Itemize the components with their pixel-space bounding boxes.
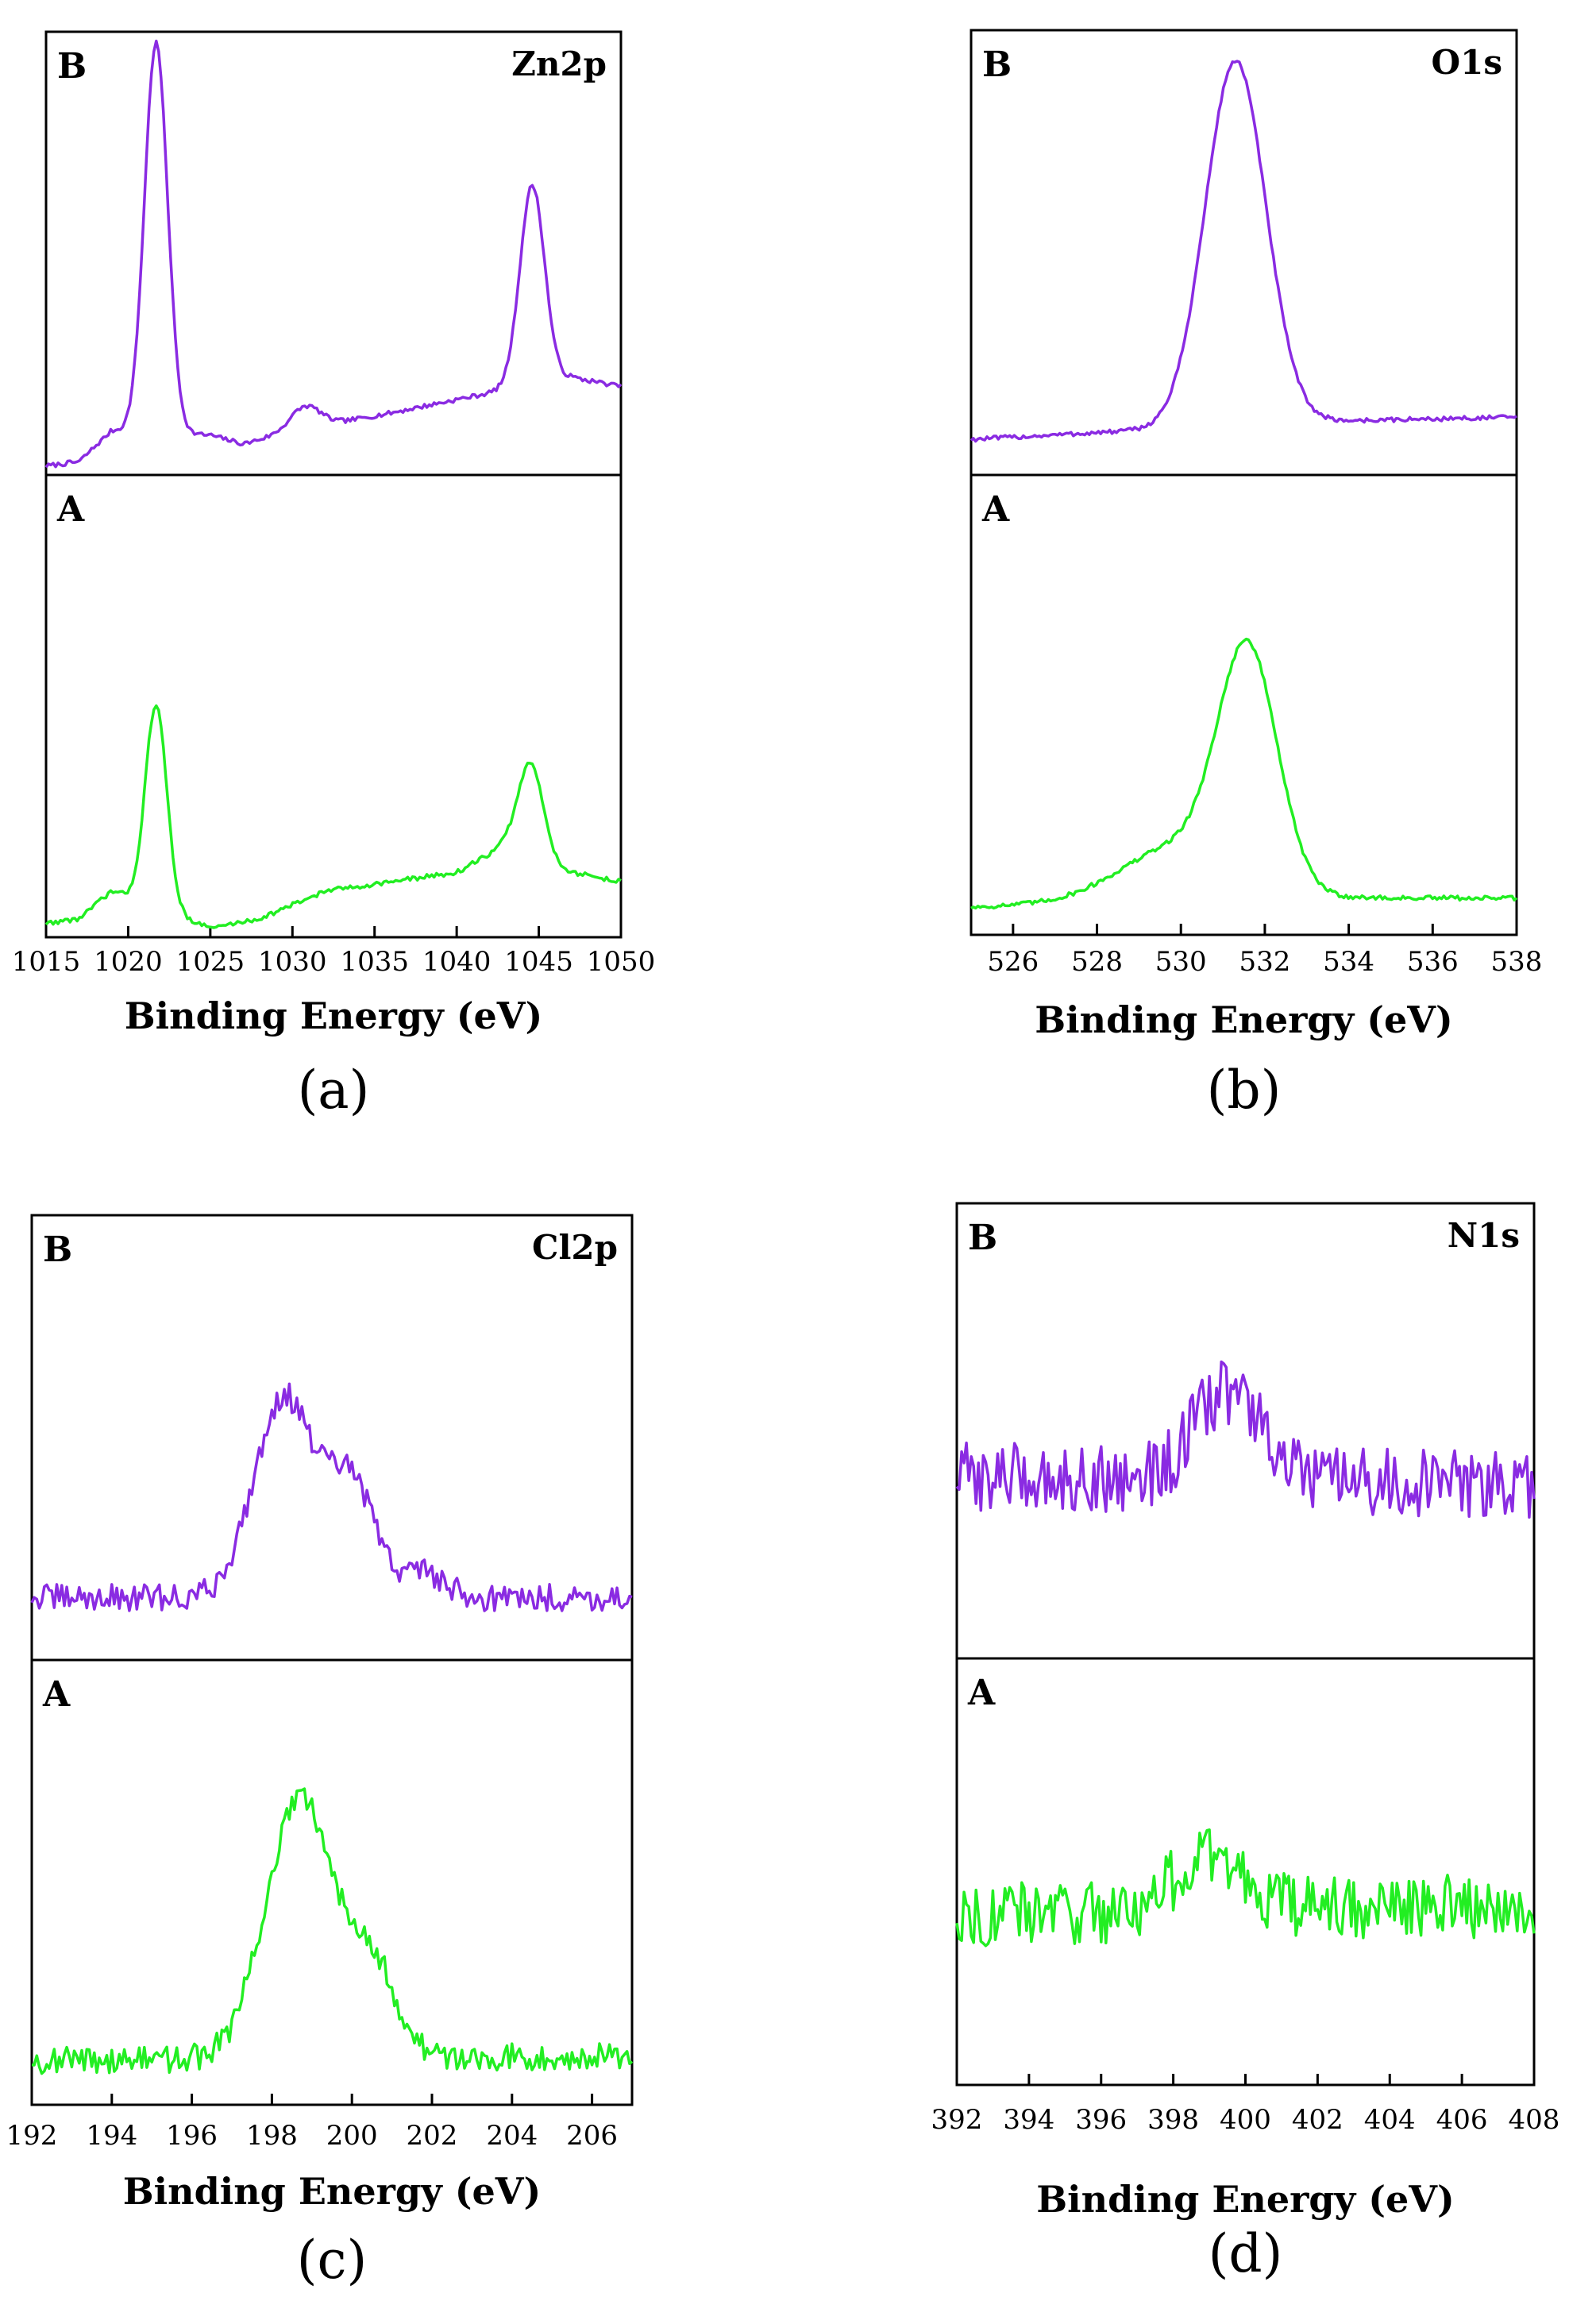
series-A-line (970, 637, 1518, 910)
x-tick-label: 534 (1323, 946, 1374, 978)
element-label: N1s (1448, 1216, 1520, 1255)
series-label-B: B (982, 44, 1012, 85)
series-label-B: B (57, 46, 87, 87)
x-tick-label: 204 (486, 2120, 538, 2152)
series-B-line (970, 60, 1517, 443)
x-tick-label: 406 (1436, 2104, 1488, 2136)
x-axis-label: Binding Energy (eV) (123, 2170, 541, 2213)
x-tick-label: 202 (407, 2120, 458, 2152)
x-tick-label: 396 (1075, 2104, 1127, 2136)
plot-frame (970, 29, 1518, 936)
panel-caption: (d) (1209, 2223, 1283, 2284)
x-tick-label: 526 (987, 946, 1039, 978)
x-tick-label: 1030 (258, 946, 327, 978)
x-tick-label: 398 (1147, 2104, 1199, 2136)
x-tick-label: 1015 (12, 946, 81, 978)
x-tick-label: 392 (931, 2104, 983, 2136)
x-axis-label: Binding Energy (eV) (1035, 998, 1452, 1041)
plot-frame (44, 30, 623, 939)
series-label-A: A (42, 1674, 71, 1715)
series-label-B: B (968, 1218, 997, 1258)
plot-frame (955, 1202, 1536, 2087)
x-tick-label: 404 (1364, 2104, 1416, 2136)
element-label: O1s (1432, 43, 1502, 82)
x-tick-label: 394 (1003, 2104, 1054, 2136)
x-tick-label: 402 (1292, 2104, 1343, 2136)
panel-caption: (c) (297, 2229, 367, 2291)
x-tick-label: 532 (1239, 946, 1290, 978)
x-tick-label: 408 (1509, 2104, 1560, 2136)
series-B-line (955, 1360, 1536, 1519)
x-tick-label: 528 (1071, 946, 1123, 978)
x-tick-label: 400 (1220, 2104, 1271, 2136)
panel-b: 526 528 530 532 534 536 538 Binding Energy (eV)… (970, 29, 1543, 1121)
element-label: Zn2p (511, 44, 607, 83)
x-tick-label: 200 (326, 2120, 378, 2152)
x-tick-label: 196 (166, 2120, 218, 2152)
series-A-line (31, 1787, 634, 2075)
panel-a: 1015 1020 1025 1030 1035 1040 1045 1050 Binding … (12, 30, 656, 1121)
series-label-A: A (56, 489, 85, 530)
panel-c: 192 194 196 198 200 202 204 206 Binding Energy (… (6, 1214, 634, 2291)
series-A-line (955, 1828, 1536, 1948)
x-tick-label: 530 (1155, 946, 1207, 978)
series-B-line (30, 1382, 633, 1612)
series-label-A: A (967, 1673, 996, 1713)
x-tick-label: 1045 (504, 946, 573, 978)
x-tick-label: 206 (566, 2120, 618, 2152)
series-label-B: B (43, 1230, 72, 1270)
element-label: Cl2p (532, 1228, 618, 1267)
x-axis-label: Binding Energy (eV) (125, 994, 542, 1037)
x-tick-label: 1050 (587, 946, 656, 978)
x-tick-label: 194 (86, 2120, 137, 2152)
series-A-line (44, 704, 622, 929)
x-axis-label: Binding Energy (eV) (1036, 2178, 1454, 2221)
x-tick-label: 538 (1491, 946, 1543, 978)
series-label-A: A (981, 489, 1010, 530)
x-tick-label: 198 (246, 2120, 298, 2152)
x-tick-label: 1040 (422, 946, 492, 978)
panel-caption: (a) (298, 1060, 370, 1121)
series-B-line (44, 39, 623, 469)
x-tick-label: 1020 (94, 946, 163, 978)
x-tick-label: 1025 (176, 946, 245, 978)
panel-d: 392 394 396 398 400 402 404 406 408 Binding Energ… (931, 1202, 1560, 2284)
x-tick-label: 192 (6, 2120, 58, 2152)
panel-caption: (b) (1207, 1060, 1282, 1121)
x-tick-label: 1035 (340, 946, 409, 978)
x-tick-label: 536 (1407, 946, 1459, 978)
